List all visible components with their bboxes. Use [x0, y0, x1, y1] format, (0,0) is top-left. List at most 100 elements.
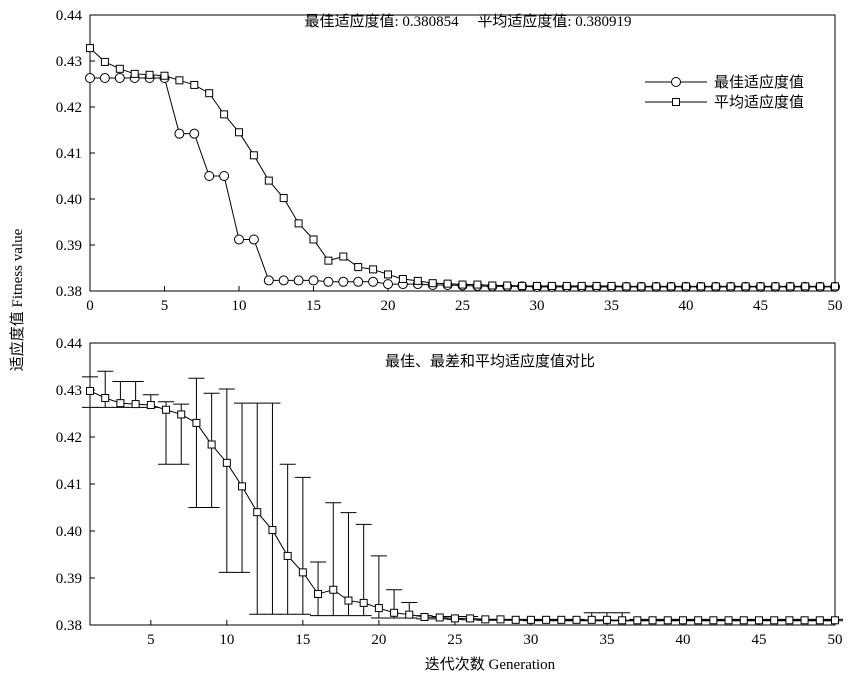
top-point-circle	[368, 276, 379, 287]
top-ytick-label: 0.42	[56, 100, 82, 116]
bottom-error-bar	[188, 377, 205, 508]
top-point-square	[309, 235, 318, 244]
top-point-square	[324, 256, 333, 265]
bottom-series	[82, 370, 843, 625]
top-xtick-label: 25	[455, 298, 470, 314]
top-point-square	[503, 281, 512, 290]
bottom-point-square	[329, 585, 338, 594]
top-point-square	[384, 270, 392, 279]
top-chart-title: 最佳适应度值: 0.380854 平均适应度值: 0.380919	[304, 12, 631, 30]
top-point-square	[115, 64, 124, 73]
bottom-point-square	[359, 598, 368, 607]
bottom-point-square	[587, 615, 596, 624]
top-axis-ticks: 0.38 0.39 0.40 0.41 0.42 0.43 0.44 0 5 10 15 20 25 30…	[56, 8, 843, 314]
legend-marker-circle	[671, 77, 681, 87]
bottom-point-square	[101, 393, 110, 402]
bottom-point-square	[754, 616, 763, 625]
bottom-xtick-label: 5	[147, 632, 155, 648]
bottom-xtick-label: 15	[295, 632, 310, 648]
bottom-point-square	[815, 616, 824, 625]
top-point-circle	[174, 128, 185, 139]
bottom-point-square	[526, 615, 535, 624]
top-point-circle	[263, 275, 274, 286]
top-point-square	[130, 69, 139, 78]
top-xtick-label: 15	[306, 298, 321, 314]
bottom-error-bar	[325, 502, 342, 617]
bottom-plot-frame	[89, 342, 836, 626]
bottom-point-square	[420, 613, 429, 622]
top-xtick-label: 30	[530, 298, 545, 314]
bottom-point-square	[131, 400, 140, 409]
bottom-point-square	[450, 614, 459, 623]
bottom-point-square	[542, 615, 551, 624]
bottom-point-square	[466, 614, 475, 623]
top-point-square	[771, 282, 780, 291]
bottom-point-square	[511, 615, 520, 624]
top-point-circle	[278, 275, 289, 286]
bottom-xtick-label: 25	[447, 632, 462, 648]
top-xtick-label: 10	[232, 298, 247, 314]
top-point-square	[607, 281, 616, 290]
top-point-circle	[204, 171, 215, 181]
top-point-circle	[323, 276, 334, 287]
bottom-ytick-label: 0.43	[56, 383, 82, 399]
bottom-ytick-label: 0.40	[56, 524, 82, 540]
top-point-square	[235, 128, 243, 137]
top-point-square	[458, 280, 467, 289]
top-xtick-label: 45	[753, 298, 768, 314]
top-point-square	[726, 282, 735, 291]
top-point-circle	[353, 276, 364, 287]
top-point-square	[682, 282, 690, 291]
bottom-point-square	[116, 399, 125, 408]
top-point-square	[696, 282, 705, 291]
bottom-xtick-label: 35	[599, 632, 614, 648]
bottom-point-square	[724, 616, 733, 625]
top-point-square	[637, 282, 646, 291]
top-xtick-label: 40	[679, 298, 694, 314]
bottom-point-square	[253, 508, 262, 517]
bottom-point-square	[572, 615, 581, 624]
top-xtick-label: 0	[86, 298, 94, 314]
top-point-circle	[189, 128, 200, 139]
bottom-point-square	[86, 386, 94, 395]
top-point-circle	[219, 171, 230, 181]
bottom-point-square	[694, 616, 703, 625]
top-point-square	[249, 151, 258, 160]
bottom-point-square	[602, 615, 611, 624]
bottom-point-square	[374, 604, 383, 613]
bottom-point-square	[238, 482, 247, 491]
bottom-point-square	[222, 458, 231, 467]
top-point-square	[339, 252, 348, 261]
top-point-square	[741, 282, 750, 291]
top-point-square	[443, 279, 452, 288]
bottom-xtick-label: 50	[828, 632, 843, 648]
bottom-xtick-label: 45	[751, 632, 766, 648]
top-point-square	[264, 176, 273, 185]
top-legend: 最佳适应度值 平均适应度值	[645, 73, 804, 111]
top-point-square	[488, 281, 497, 290]
top-xtick-label: 50	[828, 298, 843, 314]
bottom-point-square	[146, 401, 155, 410]
top-point-circle	[234, 234, 244, 245]
top-point-square	[473, 280, 482, 289]
top-plot-frame	[89, 14, 836, 292]
bottom-point-square	[435, 613, 444, 622]
top-point-square	[354, 263, 363, 272]
top-point-square	[786, 282, 795, 291]
top-series	[85, 44, 840, 292]
top-point-square	[622, 282, 631, 291]
bottom-point-square	[192, 418, 201, 427]
bottom-point-square	[344, 596, 353, 605]
top-point-circle	[338, 276, 349, 287]
bottom-ytick-label: 0.38	[56, 618, 82, 634]
top-point-square	[294, 219, 303, 228]
top-point-circle	[85, 73, 95, 84]
bottom-xtick-label: 10	[219, 632, 234, 648]
bottom-ytick-label: 0.41	[56, 477, 82, 493]
bottom-point-square	[831, 616, 839, 625]
legend-label-best: 最佳适应度值	[714, 73, 804, 91]
bottom-point-square	[298, 568, 307, 577]
bottom-xtick-label: 20	[371, 632, 386, 648]
bottom-point-square	[800, 616, 809, 625]
top-point-square	[175, 76, 184, 85]
